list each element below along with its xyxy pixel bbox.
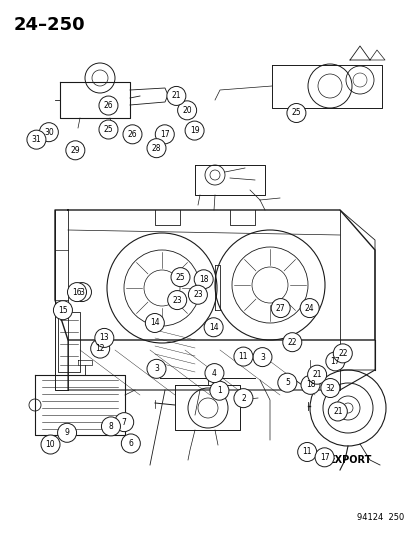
Text: 22: 22 <box>337 349 347 358</box>
Text: 5: 5 <box>284 378 289 387</box>
Text: 27: 27 <box>275 304 285 312</box>
Circle shape <box>41 435 60 454</box>
Circle shape <box>90 339 109 358</box>
Circle shape <box>121 434 140 453</box>
Text: 30: 30 <box>44 128 54 136</box>
Circle shape <box>314 448 333 467</box>
Text: 21: 21 <box>312 370 321 379</box>
Text: 19: 19 <box>189 126 199 135</box>
Circle shape <box>209 381 228 400</box>
Text: 2: 2 <box>240 394 245 402</box>
Text: 14: 14 <box>208 323 218 332</box>
Text: 21: 21 <box>171 92 180 100</box>
Text: 16: 16 <box>72 288 82 296</box>
Circle shape <box>39 123 58 142</box>
Circle shape <box>166 86 185 106</box>
Circle shape <box>145 313 164 333</box>
Text: 8: 8 <box>108 422 113 431</box>
Circle shape <box>99 120 118 139</box>
Text: 20: 20 <box>182 106 192 115</box>
Circle shape <box>299 298 318 318</box>
Circle shape <box>233 389 252 408</box>
Text: 11: 11 <box>302 448 311 456</box>
Text: 21: 21 <box>332 407 342 416</box>
Text: 23: 23 <box>192 290 202 299</box>
Text: 25: 25 <box>103 125 113 134</box>
Text: 25: 25 <box>291 109 301 117</box>
Text: 12: 12 <box>95 344 104 353</box>
Text: 25: 25 <box>175 273 185 281</box>
Circle shape <box>277 373 296 392</box>
Text: 24: 24 <box>304 304 314 312</box>
Circle shape <box>282 333 301 352</box>
Text: 28: 28 <box>152 144 161 152</box>
Circle shape <box>53 301 72 320</box>
Circle shape <box>27 130 46 149</box>
Text: 18: 18 <box>199 275 208 284</box>
Circle shape <box>57 423 76 442</box>
Circle shape <box>252 348 271 367</box>
Text: 32: 32 <box>325 384 335 392</box>
Text: 3: 3 <box>154 365 159 373</box>
Text: 26: 26 <box>127 130 137 139</box>
Text: 13: 13 <box>99 334 109 342</box>
Circle shape <box>99 96 118 115</box>
Circle shape <box>167 290 186 310</box>
Circle shape <box>177 101 196 120</box>
Circle shape <box>101 417 120 436</box>
Text: 24–250: 24–250 <box>14 16 85 34</box>
Circle shape <box>147 139 166 158</box>
Text: 26: 26 <box>103 101 113 110</box>
Text: 31: 31 <box>31 135 41 144</box>
Text: 18: 18 <box>305 381 314 389</box>
Circle shape <box>271 298 290 318</box>
Circle shape <box>320 378 339 398</box>
Text: 11: 11 <box>238 352 247 361</box>
Circle shape <box>185 121 204 140</box>
Text: 94124  250: 94124 250 <box>356 513 403 522</box>
Circle shape <box>297 442 316 462</box>
Circle shape <box>171 268 190 287</box>
Text: 9: 9 <box>64 429 69 437</box>
Text: 29: 29 <box>70 146 80 155</box>
Text: 17: 17 <box>159 130 169 139</box>
Circle shape <box>72 282 91 302</box>
Circle shape <box>325 352 344 371</box>
Text: 4: 4 <box>211 369 216 377</box>
Circle shape <box>155 125 174 144</box>
Circle shape <box>147 359 166 378</box>
Text: 14: 14 <box>150 319 159 327</box>
Circle shape <box>188 285 207 304</box>
Text: 7: 7 <box>121 418 126 426</box>
Text: 15: 15 <box>58 306 68 314</box>
Circle shape <box>307 365 326 384</box>
Text: 10: 10 <box>45 440 55 449</box>
Text: 3: 3 <box>79 288 84 296</box>
Circle shape <box>328 402 347 421</box>
Circle shape <box>95 328 114 348</box>
Circle shape <box>204 364 223 383</box>
Text: 22: 22 <box>287 338 296 346</box>
Circle shape <box>233 347 252 366</box>
Circle shape <box>123 125 142 144</box>
Circle shape <box>204 318 223 337</box>
Circle shape <box>67 282 86 302</box>
Text: 6: 6 <box>128 439 133 448</box>
Text: 1: 1 <box>216 386 221 395</box>
Text: 3: 3 <box>259 353 264 361</box>
Circle shape <box>300 375 319 394</box>
Circle shape <box>286 103 305 123</box>
Text: 23: 23 <box>172 296 182 304</box>
Circle shape <box>332 344 351 363</box>
Text: 17: 17 <box>330 357 339 366</box>
Circle shape <box>194 270 213 289</box>
Text: EXPORT: EXPORT <box>328 455 371 465</box>
Text: 17: 17 <box>319 453 329 462</box>
Circle shape <box>114 413 133 432</box>
Circle shape <box>66 141 85 160</box>
